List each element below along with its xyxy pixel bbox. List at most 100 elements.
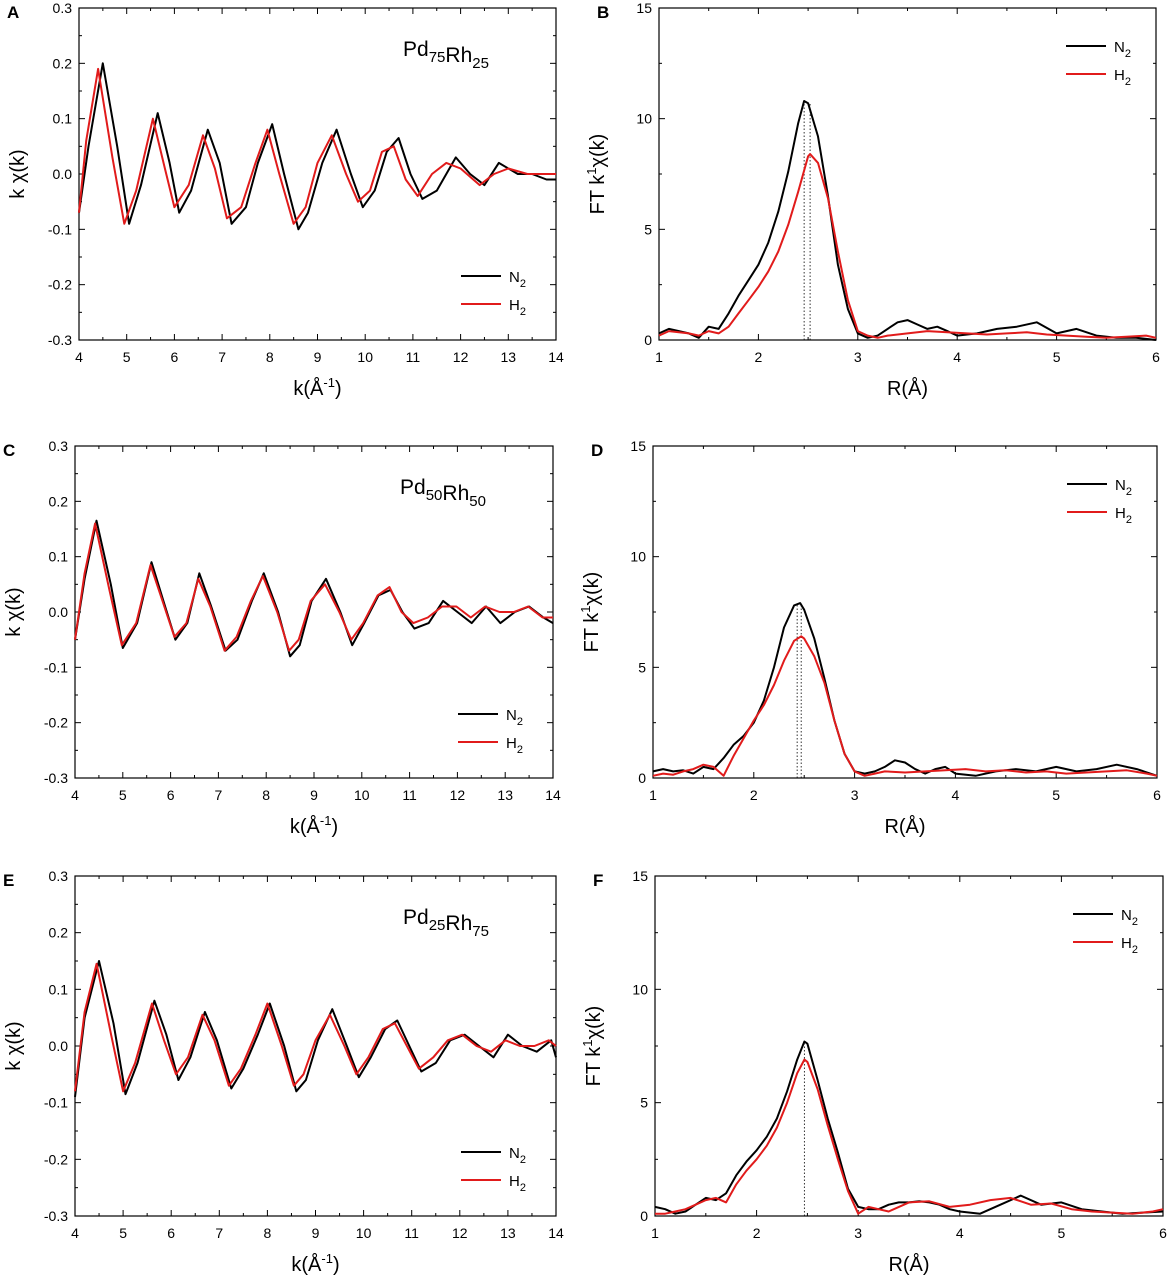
y-tick-label: 0.1 bbox=[53, 111, 73, 127]
y-axis: 0 5 10 15 bbox=[630, 438, 1157, 786]
x-tick-label: 1 bbox=[651, 1225, 659, 1241]
y-tick-label: 0.3 bbox=[49, 438, 69, 454]
panel-letter: C bbox=[3, 441, 15, 460]
y-tick-label: 5 bbox=[644, 221, 652, 237]
series-line-n2 bbox=[654, 1040, 1164, 1215]
series-line-n2 bbox=[74, 960, 557, 1098]
x-tick-label: 12 bbox=[452, 1225, 468, 1241]
x-axis-label: k(Å-1) bbox=[293, 375, 341, 400]
legend-label: N2 bbox=[1114, 39, 1131, 60]
x-tick-label: 13 bbox=[500, 1225, 516, 1241]
y-axis: -0.3 -0.2 -0.1 0.0 0.1 0.2 0.3 bbox=[44, 868, 556, 1224]
x-tick-label: 2 bbox=[753, 1225, 761, 1241]
plot-frame bbox=[654, 875, 1164, 1217]
series-group bbox=[78, 62, 556, 231]
x-tick-label: 6 bbox=[1153, 787, 1161, 803]
x-tick-label: 14 bbox=[548, 349, 564, 365]
y-tick-label: 0.0 bbox=[49, 604, 69, 620]
legend-label: N2 bbox=[509, 1145, 526, 1166]
x-axis: 1 2 3 4 5 6 bbox=[655, 8, 1160, 365]
y-tick-label: 5 bbox=[638, 659, 646, 675]
y-tick-label: -0.3 bbox=[44, 770, 68, 786]
x-tick-label: 13 bbox=[497, 787, 513, 803]
x-tick-label: 4 bbox=[75, 349, 83, 365]
y-tick-label: 0.2 bbox=[53, 55, 73, 71]
y-tick-label: 15 bbox=[632, 868, 648, 884]
x-tick-label: 5 bbox=[1058, 1225, 1066, 1241]
x-tick-label: 10 bbox=[356, 1225, 372, 1241]
x-tick-label: 4 bbox=[953, 349, 961, 365]
x-tick-label: 4 bbox=[952, 787, 960, 803]
panel-letter: E bbox=[3, 871, 14, 890]
legend-label: H2 bbox=[1115, 505, 1132, 526]
series-line-h2 bbox=[658, 153, 1157, 339]
legend-label: N2 bbox=[509, 269, 526, 290]
x-axis-label: k(Å-1) bbox=[291, 1251, 339, 1276]
x-axis: 4 5 6 7 8 9 10 11 12 13 14 bbox=[71, 446, 561, 803]
y-axis: 0 5 10 15 bbox=[632, 868, 1163, 1224]
x-axis-label: R(Å) bbox=[887, 377, 928, 400]
series-line-n2 bbox=[78, 62, 556, 231]
legend-label: H2 bbox=[509, 297, 526, 318]
panel-letter: F bbox=[593, 871, 603, 890]
x-tick-label: 10 bbox=[354, 787, 370, 803]
x-tick-label: 8 bbox=[266, 349, 274, 365]
y-axis-label: FT k1χ(k) bbox=[578, 572, 603, 653]
y-tick-label: -0.2 bbox=[44, 1151, 68, 1167]
y-tick-label: 0 bbox=[640, 1208, 648, 1224]
y-tick-label: 0.0 bbox=[53, 166, 73, 182]
x-tick-label: 9 bbox=[314, 349, 322, 365]
x-tick-label: 8 bbox=[262, 787, 270, 803]
panel-letter: A bbox=[7, 3, 19, 22]
y-tick-label: 0 bbox=[638, 770, 646, 786]
x-tick-label: 7 bbox=[215, 1225, 223, 1241]
sample-label: Pd75Rh25 bbox=[403, 38, 489, 72]
legend-label: H2 bbox=[1121, 935, 1138, 956]
series-line-h2 bbox=[78, 67, 556, 225]
y-tick-label: -0.3 bbox=[48, 332, 72, 348]
legend-label: H2 bbox=[506, 735, 523, 756]
y-tick-label: -0.3 bbox=[44, 1208, 68, 1224]
x-axis: 1 2 3 4 5 6 bbox=[649, 446, 1161, 803]
x-tick-label: 2 bbox=[750, 787, 758, 803]
x-axis: 1 2 3 4 5 6 bbox=[651, 876, 1167, 1241]
x-tick-label: 5 bbox=[1053, 349, 1061, 365]
x-tick-label: 3 bbox=[851, 787, 859, 803]
x-tick-label: 2 bbox=[755, 349, 763, 365]
y-tick-label: 0 bbox=[644, 332, 652, 348]
series-line-n2 bbox=[74, 519, 554, 658]
x-axis-label: R(Å) bbox=[884, 815, 925, 838]
x-tick-label: 6 bbox=[1159, 1225, 1167, 1241]
y-axis: -0.3 -0.2 -0.1 0.0 0.1 0.2 0.3 bbox=[48, 0, 556, 348]
plot-frame bbox=[658, 7, 1157, 341]
x-axis: 4 5 6 7 8 9 10 11 12 13 14 bbox=[75, 8, 564, 365]
series-group bbox=[654, 1040, 1164, 1215]
x-tick-label: 4 bbox=[71, 787, 79, 803]
x-tick-label: 11 bbox=[402, 787, 417, 803]
x-tick-label: 5 bbox=[1052, 787, 1060, 803]
y-axis-label: FT k1χ(k) bbox=[580, 1006, 605, 1087]
series-line-h2 bbox=[652, 635, 1158, 777]
x-tick-label: 9 bbox=[310, 787, 318, 803]
x-tick-label: 11 bbox=[404, 1225, 419, 1241]
y-tick-label: 0.1 bbox=[49, 981, 69, 997]
series-line-n2 bbox=[652, 602, 1158, 777]
x-tick-label: 9 bbox=[312, 1225, 320, 1241]
y-axis-label: k χ(k) bbox=[3, 1021, 25, 1070]
panel-letter: B bbox=[597, 3, 609, 22]
panel-e: E 4 5 6 7 8 9 10 11 12 13 14 -0.3 -0.2 -0.1 0.0 0.1 0.2 0.… bbox=[3, 868, 564, 1276]
series-line-h2 bbox=[74, 962, 557, 1093]
x-tick-label: 10 bbox=[357, 349, 373, 365]
x-tick-label: 6 bbox=[167, 1225, 175, 1241]
x-tick-label: 4 bbox=[956, 1225, 964, 1241]
y-axis: -0.3 -0.2 -0.1 0.0 0.1 0.2 0.3 bbox=[44, 438, 553, 786]
sample-label: Pd50Rh50 bbox=[400, 476, 486, 510]
y-tick-label: 10 bbox=[636, 111, 652, 127]
x-axis-label: k(Å-1) bbox=[290, 813, 338, 838]
x-tick-label: 8 bbox=[264, 1225, 272, 1241]
